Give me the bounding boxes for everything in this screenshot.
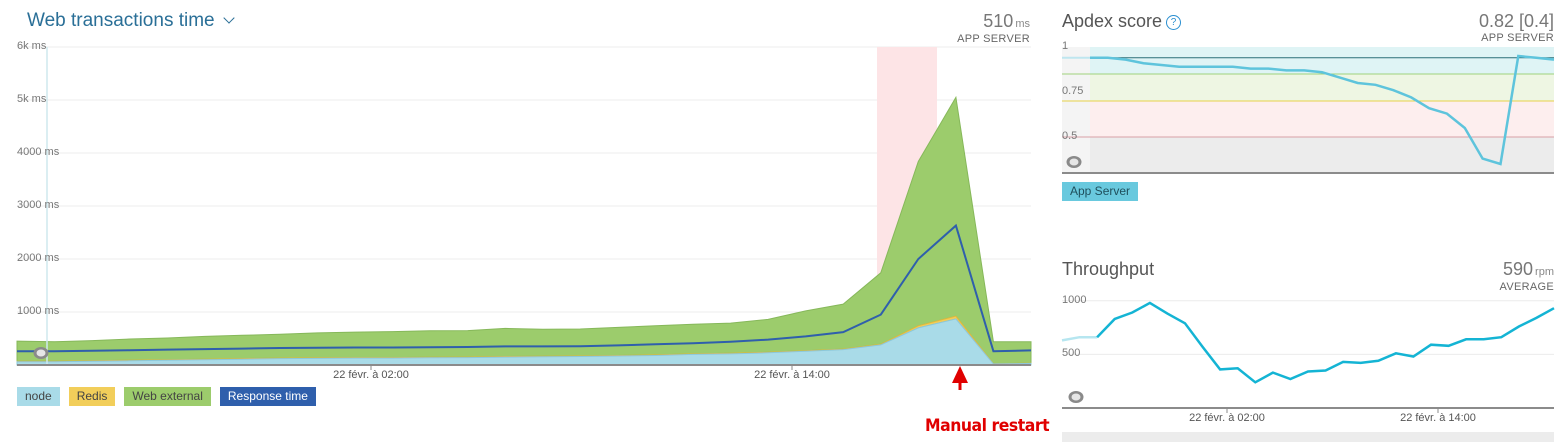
- throughput-value-number: 590: [1503, 259, 1534, 279]
- legend-redis[interactable]: Redis: [68, 387, 116, 406]
- help-icon[interactable]: ?: [1166, 15, 1182, 30]
- throughput-x-ticks: [1226, 408, 1439, 413]
- apdex-zoom-handle-icon[interactable]: [1066, 156, 1082, 168]
- web-transactions-chart: [16, 46, 1032, 390]
- apdex-title-text: Apdex score: [1062, 11, 1163, 31]
- throughput-value-unit: rpm: [1535, 266, 1554, 278]
- y-tick-label: 3000 ms: [17, 199, 60, 211]
- x-tick-label: 22 févr. à 14:00: [754, 369, 830, 381]
- apdex-title: Apdex score?: [1062, 11, 1182, 32]
- throughput-line-faded: [1061, 335, 1098, 342]
- throughput-scroll-area[interactable]: [1062, 432, 1554, 442]
- apdex-series: [1062, 54, 1555, 166]
- zoom-handle-icon[interactable]: [33, 347, 49, 359]
- throughput-x-tick-label: 22 févr. à 02:00: [1189, 412, 1265, 424]
- web-transactions-legend: node Redis Web external Response time: [17, 387, 316, 406]
- y-tick-label: 5k ms: [17, 93, 47, 105]
- apdex-y-tick-label: 0.5: [1062, 130, 1078, 142]
- y-tick-label: 2000 ms: [17, 252, 60, 264]
- y-tick-label: 6k ms: [17, 40, 47, 52]
- throughput-chart: [1061, 300, 1555, 442]
- throughput-zoom-handle-icon[interactable]: [1068, 391, 1084, 403]
- legend-web-external[interactable]: Web external: [124, 387, 211, 406]
- arrow-up-icon: [952, 366, 968, 390]
- manual-restart-annotation: Manual restart: [925, 416, 1050, 436]
- throughput-y-tick-label: 1000: [1062, 293, 1087, 306]
- throughput-subtitle: AVERAGE: [1499, 281, 1554, 293]
- apdex-threshold-bands: [1062, 47, 1554, 173]
- web-transactions-title-text: Web transactions time: [27, 10, 215, 31]
- legend-response-time[interactable]: Response time: [219, 387, 316, 406]
- throughput-value: 590 rpm: [1503, 259, 1554, 280]
- line-response-time: [17, 223, 1032, 353]
- apdex-line: [1090, 54, 1555, 166]
- x-tick-label: 22 févr. à 02:00: [333, 369, 409, 381]
- web-transactions-grid: [17, 46, 1031, 313]
- web-transactions-subtitle: APP SERVER: [957, 33, 1030, 45]
- web-transactions-value: 510 ms: [983, 11, 1030, 32]
- y-tick-label: 4000 ms: [17, 146, 60, 158]
- web-transactions-title[interactable]: Web transactions time: [27, 10, 235, 32]
- throughput-grid: [1062, 300, 1554, 355]
- y-tick-label: 1000 ms: [17, 305, 60, 317]
- apdex-y-tick-label: 1: [1062, 40, 1069, 52]
- legend-app-server[interactable]: App Server: [1062, 182, 1139, 201]
- throughput-y-tick-label: 500: [1062, 347, 1081, 360]
- throughput-x-tick-label: 22 févr. à 14:00: [1400, 412, 1476, 424]
- apdex-y-tick-label: 0.75: [1062, 85, 1084, 97]
- legend-node[interactable]: node: [17, 387, 60, 406]
- apdex-chart: [1062, 47, 1555, 174]
- web-transactions-x-ticks: [370, 365, 793, 370]
- throughput-series: [1061, 301, 1555, 384]
- web-transactions-value-unit: ms: [1015, 18, 1030, 30]
- apdex-value: 0.82 [0.4]: [1478, 11, 1554, 31]
- web-transactions-value-number: 510: [983, 11, 1014, 31]
- throughput-title: Throughput: [1062, 259, 1155, 279]
- throughput-line: [1096, 301, 1555, 384]
- apdex-subtitle: APP SERVER: [1481, 32, 1554, 44]
